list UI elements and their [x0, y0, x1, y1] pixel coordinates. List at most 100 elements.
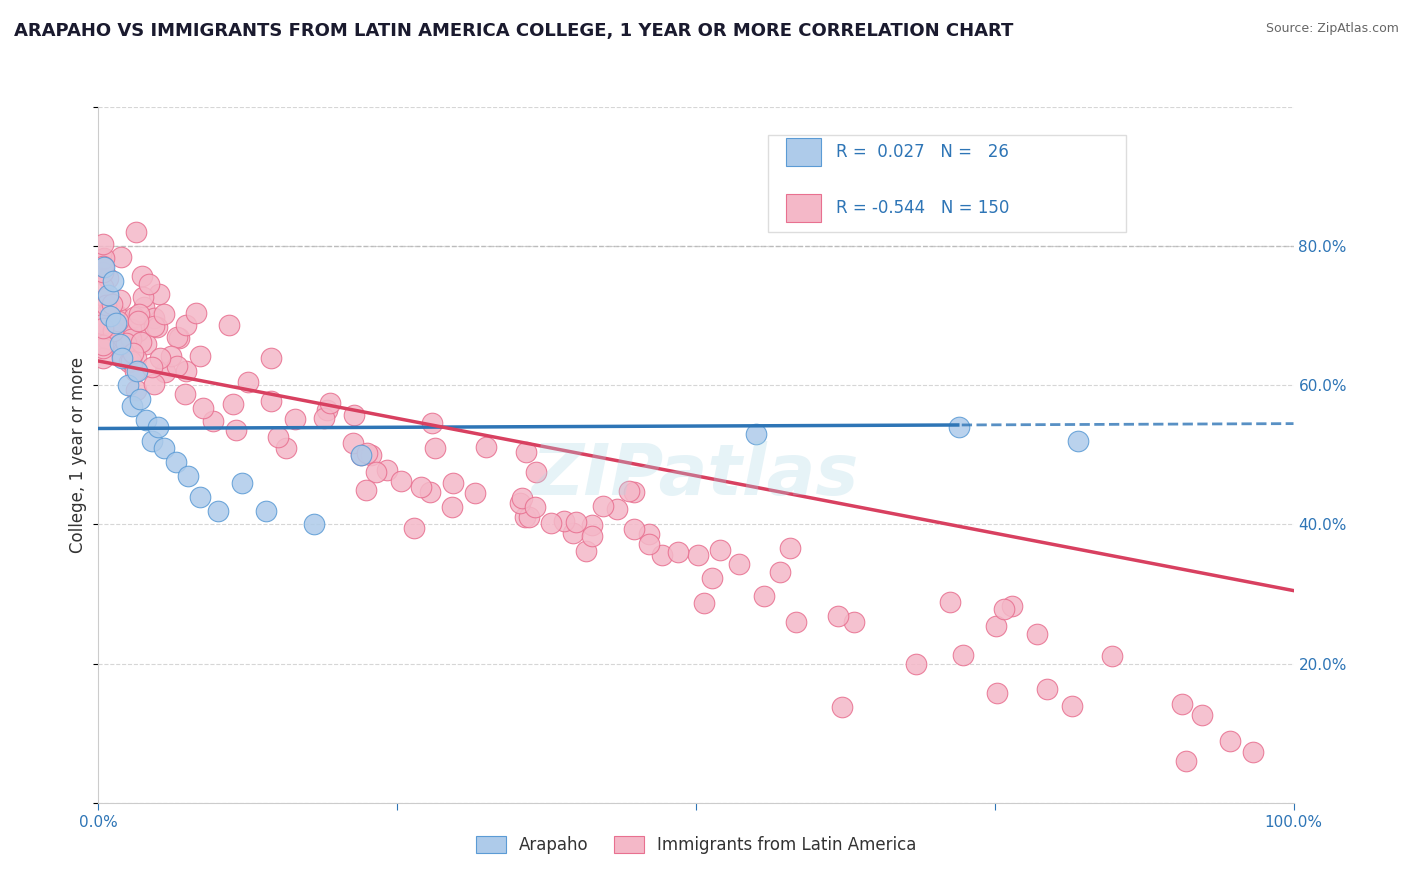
- Point: [728, 557, 751, 571]
- Point: [149, 351, 172, 366]
- Point: [146, 320, 169, 334]
- Point: [128, 308, 150, 322]
- Point: [1174, 754, 1197, 768]
- Point: [831, 699, 853, 714]
- Point: [1171, 697, 1194, 711]
- Point: [188, 490, 211, 504]
- Point: [709, 543, 731, 558]
- Point: [135, 337, 157, 351]
- Point: [375, 462, 398, 476]
- Point: [91, 237, 114, 252]
- Point: [105, 316, 128, 330]
- Point: [769, 565, 792, 579]
- Point: [517, 510, 540, 524]
- Point: [562, 526, 585, 541]
- Point: [319, 396, 342, 410]
- Point: [117, 378, 139, 392]
- Point: [745, 427, 768, 442]
- Point: [693, 596, 716, 610]
- Point: [952, 648, 974, 662]
- Point: [93, 251, 115, 265]
- Point: [91, 265, 114, 279]
- Point: [174, 363, 197, 377]
- Point: [1191, 708, 1213, 723]
- Point: [464, 486, 486, 500]
- Point: [148, 287, 170, 301]
- Point: [143, 319, 166, 334]
- Point: [98, 301, 121, 315]
- Point: [540, 516, 562, 530]
- Point: [120, 353, 142, 368]
- Point: [93, 260, 115, 274]
- Point: [91, 280, 114, 294]
- Point: [125, 364, 148, 378]
- Point: [103, 324, 125, 338]
- Point: [127, 314, 149, 328]
- Point: [148, 420, 170, 434]
- Point: [606, 501, 628, 516]
- Point: [91, 341, 114, 355]
- Point: [581, 518, 603, 533]
- Point: [389, 474, 412, 488]
- Point: [121, 399, 143, 413]
- Point: [524, 500, 547, 515]
- Y-axis label: College, 1 year or more: College, 1 year or more: [69, 357, 87, 553]
- Point: [153, 365, 176, 379]
- Point: [124, 364, 146, 378]
- Point: [986, 619, 1008, 633]
- Point: [666, 544, 689, 558]
- Point: [515, 509, 537, 524]
- Point: [141, 359, 163, 374]
- FancyBboxPatch shape: [768, 135, 1126, 232]
- Point: [97, 288, 120, 302]
- Point: [404, 520, 426, 534]
- Point: [617, 484, 640, 499]
- Text: R = -0.544   N = 150: R = -0.544 N = 150: [835, 199, 1010, 217]
- Point: [173, 387, 195, 401]
- Point: [342, 435, 364, 450]
- Point: [420, 417, 443, 431]
- Point: [565, 516, 588, 530]
- Point: [138, 277, 160, 291]
- Point: [125, 225, 148, 239]
- Point: [108, 293, 131, 307]
- Point: [91, 320, 114, 334]
- Point: [201, 414, 224, 428]
- Point: [419, 484, 441, 499]
- Point: [354, 483, 377, 497]
- Point: [91, 351, 114, 365]
- Point: [411, 480, 433, 494]
- Point: [702, 571, 724, 585]
- Point: [343, 408, 366, 422]
- Point: [166, 359, 188, 373]
- Point: [96, 306, 118, 320]
- Point: [127, 324, 149, 338]
- Point: [160, 350, 183, 364]
- Point: [284, 411, 307, 425]
- Point: [101, 274, 124, 288]
- Point: [91, 252, 114, 266]
- Point: [122, 346, 145, 360]
- Text: ARAPAHO VS IMMIGRANTS FROM LATIN AMERICA COLLEGE, 1 YEAR OR MORE CORRELATION CHA: ARAPAHO VS IMMIGRANTS FROM LATIN AMERICA…: [14, 22, 1014, 40]
- Point: [184, 306, 207, 320]
- Point: [167, 330, 190, 344]
- Point: [356, 445, 378, 459]
- Point: [98, 309, 122, 323]
- Point: [1060, 698, 1083, 713]
- Point: [425, 441, 447, 455]
- Bar: [786, 138, 821, 166]
- Point: [553, 514, 575, 528]
- Point: [260, 351, 283, 366]
- Point: [108, 336, 131, 351]
- Point: [475, 440, 498, 454]
- Point: [207, 503, 229, 517]
- Point: [222, 397, 245, 411]
- Point: [231, 475, 253, 490]
- Point: [94, 298, 117, 312]
- Point: [143, 311, 166, 326]
- Point: [118, 355, 141, 369]
- Point: [260, 394, 283, 409]
- Point: [827, 609, 849, 624]
- Point: [120, 332, 142, 346]
- Point: [110, 251, 132, 265]
